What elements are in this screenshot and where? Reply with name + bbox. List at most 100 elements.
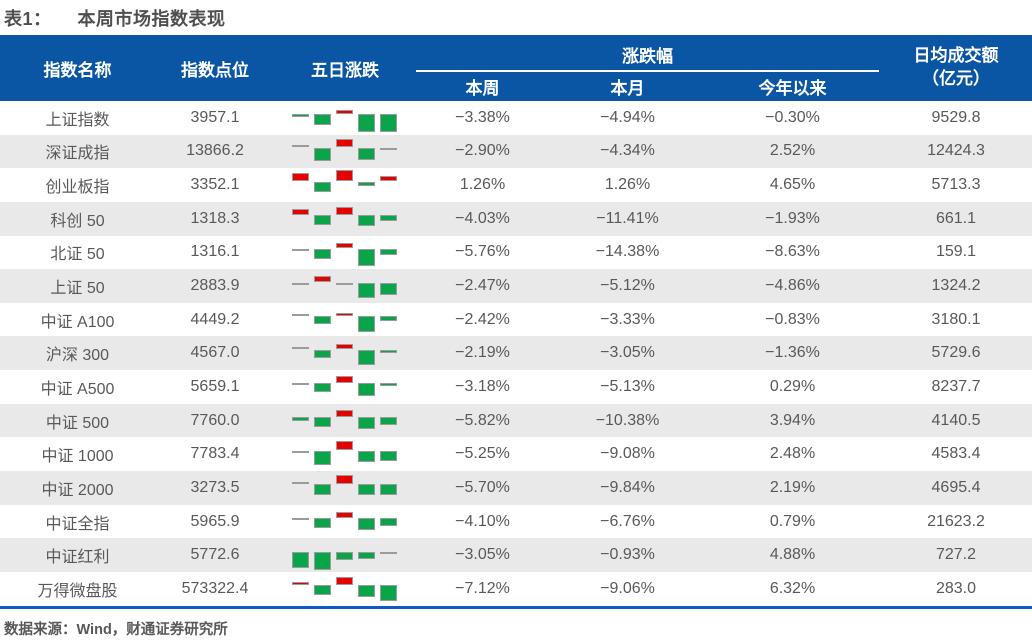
turnover-header-line1: 日均成交额 [913,46,999,66]
spark-bar [336,409,353,417]
page-title: 本周市场指数表现 [77,9,226,29]
cell-week-change: −4.03% [455,209,510,227]
cell-ytd-change: −8.63% [765,243,820,261]
spark-bar [292,383,309,386]
cell-ytd-change: 2.52% [769,142,816,160]
spark-bar [358,383,375,397]
column-header-change-group: 涨跌幅 [622,47,673,66]
table-header: 指数名称 指数点位 五日涨跌 涨跌幅 本周 本月 今年以来 日均成交额 （亿元） [0,35,1032,101]
cell-index-points: 5659.1 [190,377,240,395]
table-row: 北证 50 1316.1 −5.76% −14.38% −8.63% 159.1 [0,235,1032,270]
cell-avg-turnover: 661.1 [935,209,977,227]
spark-bar [314,417,331,428]
five-day-spark-chart [292,271,398,301]
spark-bar [380,450,397,461]
cell-index-points: 13866.2 [186,142,244,160]
spark-bar [292,481,309,484]
spark-bar [292,208,309,215]
cell-index-points: 4449.2 [190,310,240,328]
spark-bar [358,147,375,160]
spark-bar [380,176,397,182]
cell-index-name: 中证 500 [45,414,110,432]
five-day-spark-chart [292,473,398,503]
spark-bar [380,349,397,353]
cell-week-change: −3.18% [455,377,510,395]
spark-bar [292,581,309,585]
cell-ytd-change: 3.94% [769,411,816,429]
spark-bar [380,417,397,426]
cell-avg-turnover: 1324.2 [931,277,981,295]
figure-title-row: 表1： 本周市场指数表现 [0,0,1032,35]
table-row: 中证全指 5965.9 −4.10% −6.76% 0.79% 21623.2 [0,504,1032,539]
cell-week-change: −5.70% [455,478,510,496]
table-row: 中证 1000 7783.4 −5.25% −9.08% 2.48% 4583.4 [0,437,1032,472]
cell-five-day-spark [275,202,415,236]
cell-index-name: 深证成指 [45,145,110,163]
spark-bar [380,551,397,554]
five-day-spark-chart [292,439,398,469]
cell-avg-turnover: 283.0 [935,579,977,597]
cell-avg-turnover: 4140.5 [931,411,981,429]
cell-month-change: −10.38% [595,411,660,429]
spark-bar [358,282,375,298]
cell-index-name: 科创 50 [50,212,105,230]
spark-bar [380,282,397,295]
cell-index-name: 上证 50 [50,280,105,298]
cell-month-change: −3.05% [600,344,655,362]
table-row: 沪深 300 4567.0 −2.19% −3.05% −1.36% 5729.6 [0,336,1032,371]
cell-avg-turnover: 21623.2 [927,512,985,530]
five-day-spark-chart [292,507,398,537]
cell-index-points: 573322.4 [181,579,249,597]
five-day-spark-chart [292,574,398,604]
table-body: 上证指数 3957.1 −3.38% −4.94% −0.30% 9529.8 深证成指 13… [0,101,1032,606]
five-day-spark-chart [292,406,398,436]
cell-ytd-change: 4.65% [769,176,816,194]
cell-avg-turnover: 727.2 [935,546,977,564]
cell-index-name: 中证 A500 [40,380,115,398]
spark-bar [292,450,309,453]
spark-bar [336,109,353,114]
cell-week-change: −7.12% [455,579,510,597]
table-row: 深证成指 13866.2 −2.90% −4.34% 2.52% 12424.3 [0,134,1032,169]
spark-bar [314,114,331,126]
cell-index-name: 沪深 300 [45,347,110,365]
column-header-index-points: 指数点位 [181,60,249,80]
spark-bar [336,511,353,518]
cell-index-points: 2883.9 [190,277,240,295]
table-row: 中证红利 5772.6 −3.05% −0.93% 4.88% 727.2 [0,538,1032,572]
spark-bar [358,215,375,227]
cell-month-change: −3.33% [600,310,655,328]
spark-bar [314,316,331,325]
spark-bar [358,484,375,496]
five-day-spark-chart [292,136,398,166]
cell-index-points: 5965.9 [190,512,240,530]
cell-index-name: 北证 50 [50,246,105,264]
spark-bar [358,316,375,333]
spark-bar [380,114,397,133]
cell-month-change: −0.93% [600,546,655,564]
spark-bar [336,441,353,451]
cell-five-day-spark [275,101,415,135]
table-row: 中证 A100 4449.2 −2.42% −3.33% −0.83% 3180.1 [0,302,1032,337]
spark-bar [292,347,309,350]
cell-week-change: −4.10% [455,512,510,530]
column-header-index-name: 指数名称 [43,60,112,80]
table-row: 上证指数 3957.1 −3.38% −4.94% −0.30% 9529.8 [0,101,1032,135]
cell-index-points: 7783.4 [190,445,240,463]
cell-avg-turnover: 5713.3 [931,176,981,194]
cell-ytd-change: −1.36% [765,344,820,362]
cell-week-change: −3.05% [455,546,510,564]
cell-week-change: −2.19% [455,344,510,362]
spark-bar [292,313,309,316]
turnover-header-line2: （亿元） [922,69,990,88]
cell-five-day-spark [275,168,415,202]
table-row: 中证 2000 3273.5 −5.70% −9.84% 2.19% 4695.4 [0,471,1032,505]
column-header-this-week: 本周 [465,79,500,98]
cell-five-day-spark [275,471,415,505]
cell-month-change: −14.38% [595,243,660,261]
table-row: 中证 A500 5659.1 −3.18% −5.13% 0.29% 8237.7 [0,370,1032,404]
table-row: 创业板指 3352.1 1.26% 1.26% 4.65% 5713.3 [0,168,1032,202]
cell-ytd-change: 2.48% [769,445,816,463]
cell-five-day-spark [275,269,415,303]
cell-month-change: −11.41% [596,209,659,227]
